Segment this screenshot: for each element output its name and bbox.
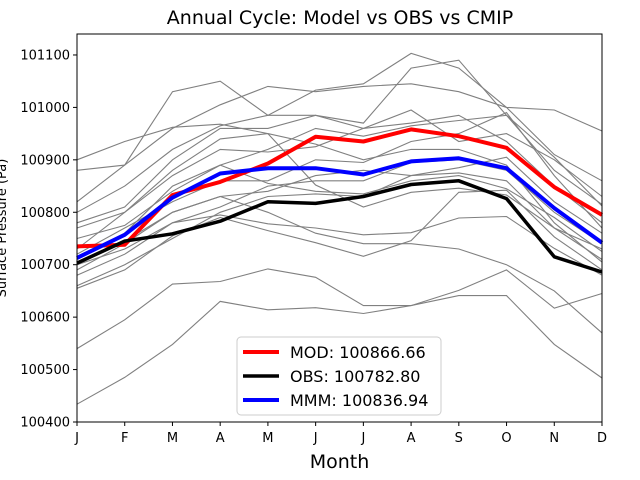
series-layer [76, 127, 604, 274]
x-tick-label: A [216, 431, 225, 446]
x-axis-label: Month [310, 451, 370, 473]
cmip-model-line-17 [76, 114, 603, 224]
y-tick-label: 100500 [20, 363, 70, 378]
cmip-model-line-7 [76, 52, 603, 182]
legend-label-mod: MOD: 100866.66 [290, 343, 426, 362]
y-tick-label: 100600 [20, 311, 70, 326]
cmip-model-line-1 [76, 295, 603, 405]
x-tick-label: F [121, 431, 128, 446]
x-tick-label: J [313, 431, 318, 446]
y-tick-label: 101100 [20, 48, 70, 63]
x-tick-label: S [455, 431, 463, 446]
x-tick-label: J [360, 431, 365, 446]
cmip-model-line-3 [76, 189, 603, 289]
cmip-model-line-2 [76, 268, 603, 350]
x-tick-label: M [167, 431, 178, 446]
cmip-model-line-4 [76, 214, 603, 276]
cmip-model-line-8 [76, 83, 603, 203]
legend-label-obs: OBS: 100782.80 [290, 367, 420, 386]
series-line-obs [76, 179, 603, 274]
x-tick-label: D [597, 431, 607, 446]
y-axis-label: Surface Pressure (Pa) [0, 159, 10, 298]
x-tick-label: N [549, 431, 559, 446]
x-tick-label: M [262, 431, 273, 446]
legend-box [236, 336, 442, 416]
y-tick-label: 100400 [20, 416, 70, 431]
y-tick-label: 100800 [20, 206, 70, 221]
chart-title: Annual Cycle: Model vs OBS vs CMIP [167, 7, 513, 29]
y-tick-label: 100900 [20, 153, 70, 168]
cmip-model-line-11 [76, 114, 603, 240]
y-tick-label: 100700 [20, 258, 70, 273]
cmip-model-line-15 [76, 172, 603, 287]
series-line-mmm [76, 156, 604, 260]
x-tick-label: O [501, 431, 511, 446]
cmip-model-line-6 [76, 123, 603, 260]
x-tick-label: A [407, 431, 416, 446]
axes-frame [76, 33, 603, 423]
legend: MOD: 100866.66 OBS: 100782.80 MMM: 100836.… [236, 336, 442, 416]
x-tick-label: J [74, 431, 79, 446]
legend-label-mmm: MMM: 100836.94 [290, 391, 428, 410]
y-ticks: 100400 100500 100600 100700 100800 100900 1010… [20, 48, 77, 431]
y-tick-label: 101000 [20, 101, 70, 116]
cmip-model-line-18 [76, 164, 603, 260]
